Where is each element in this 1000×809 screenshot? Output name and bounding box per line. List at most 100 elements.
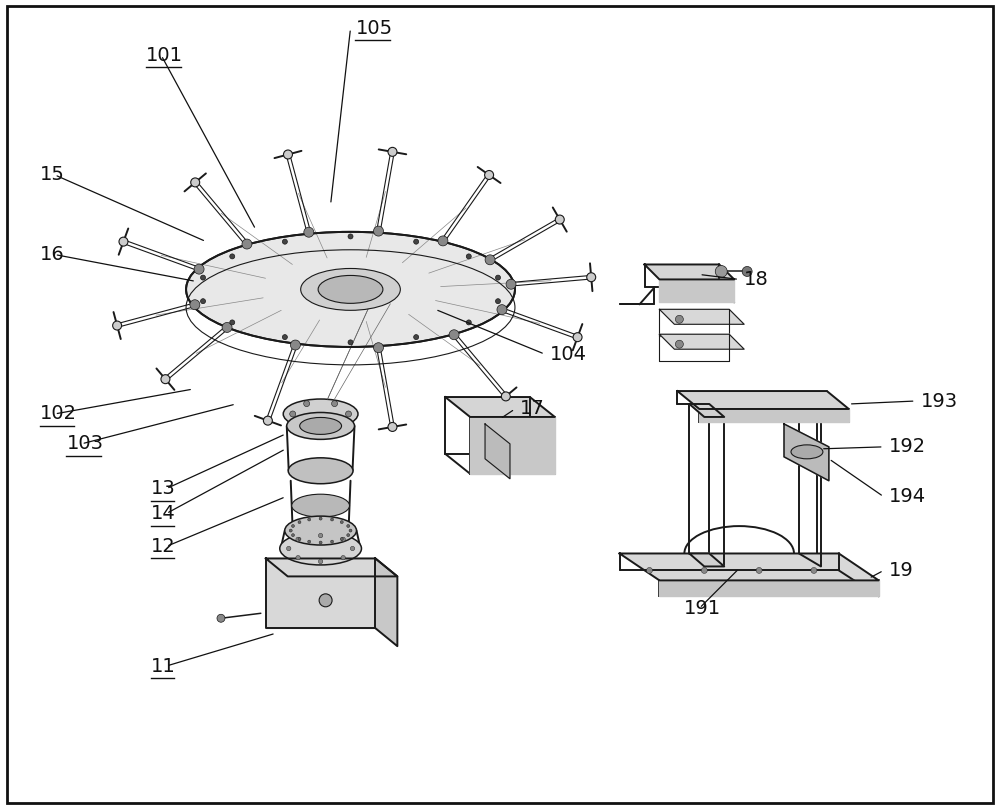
Text: 103: 103 (66, 434, 103, 453)
Circle shape (466, 254, 471, 259)
Ellipse shape (186, 232, 515, 347)
Circle shape (201, 275, 206, 280)
Ellipse shape (285, 516, 356, 545)
Circle shape (485, 171, 494, 180)
Circle shape (113, 321, 122, 330)
Circle shape (332, 421, 338, 427)
Circle shape (201, 299, 206, 303)
Circle shape (282, 239, 287, 244)
Circle shape (308, 518, 311, 521)
Text: 19: 19 (889, 561, 913, 580)
Circle shape (485, 255, 495, 265)
Circle shape (298, 537, 301, 540)
Polygon shape (645, 265, 734, 279)
Circle shape (222, 323, 232, 332)
Circle shape (388, 147, 397, 156)
Polygon shape (659, 334, 744, 349)
Circle shape (501, 392, 510, 401)
Circle shape (347, 524, 350, 527)
Circle shape (466, 320, 471, 325)
Circle shape (347, 534, 350, 536)
Circle shape (304, 227, 314, 237)
Ellipse shape (288, 458, 353, 484)
Circle shape (331, 540, 334, 543)
Circle shape (304, 421, 310, 427)
Text: 194: 194 (889, 487, 926, 506)
Circle shape (374, 343, 383, 353)
Circle shape (319, 517, 322, 520)
Circle shape (350, 546, 355, 551)
Polygon shape (699, 409, 849, 422)
Circle shape (230, 254, 235, 259)
Text: 101: 101 (146, 45, 183, 65)
Text: 16: 16 (40, 245, 64, 264)
Polygon shape (689, 404, 724, 417)
Polygon shape (677, 391, 849, 409)
Text: 105: 105 (355, 19, 393, 38)
Circle shape (161, 375, 170, 383)
Circle shape (587, 273, 596, 282)
Circle shape (296, 556, 300, 560)
Ellipse shape (300, 417, 342, 434)
Circle shape (319, 541, 322, 544)
Circle shape (319, 594, 332, 607)
Circle shape (438, 236, 448, 246)
Circle shape (346, 411, 352, 417)
Polygon shape (266, 558, 375, 629)
Circle shape (217, 614, 225, 622)
Circle shape (304, 400, 310, 407)
Circle shape (340, 537, 343, 540)
Circle shape (290, 411, 296, 417)
Circle shape (555, 215, 564, 224)
Text: 11: 11 (151, 657, 176, 676)
Circle shape (349, 529, 352, 532)
Circle shape (701, 567, 707, 574)
Circle shape (318, 533, 323, 538)
Circle shape (318, 559, 323, 564)
Circle shape (292, 524, 294, 527)
Circle shape (715, 265, 727, 277)
Circle shape (191, 178, 200, 187)
Circle shape (742, 266, 752, 277)
Circle shape (497, 305, 507, 315)
Polygon shape (784, 424, 829, 481)
Ellipse shape (292, 494, 350, 517)
Text: 13: 13 (151, 479, 176, 498)
Polygon shape (375, 558, 397, 646)
Circle shape (374, 227, 383, 236)
Ellipse shape (791, 445, 823, 459)
Text: 17: 17 (520, 400, 545, 418)
Circle shape (194, 265, 204, 274)
Text: 193: 193 (921, 392, 958, 410)
Circle shape (811, 567, 817, 574)
Circle shape (506, 279, 516, 290)
Circle shape (331, 518, 334, 521)
Ellipse shape (318, 275, 383, 303)
Polygon shape (689, 553, 724, 566)
Ellipse shape (280, 532, 361, 565)
Circle shape (388, 422, 397, 431)
Circle shape (292, 534, 294, 536)
Circle shape (290, 340, 300, 350)
Circle shape (348, 234, 353, 239)
Circle shape (282, 335, 287, 340)
Circle shape (496, 299, 500, 303)
Ellipse shape (283, 399, 358, 429)
Circle shape (348, 340, 353, 345)
Text: 102: 102 (40, 404, 77, 423)
Circle shape (414, 335, 419, 340)
Polygon shape (620, 553, 879, 580)
Circle shape (242, 239, 252, 249)
Text: 192: 192 (889, 438, 926, 456)
Text: 12: 12 (151, 537, 176, 556)
Polygon shape (659, 580, 879, 596)
Circle shape (296, 537, 300, 541)
Circle shape (414, 239, 419, 244)
Circle shape (289, 529, 292, 532)
Text: 104: 104 (550, 345, 587, 364)
Circle shape (341, 556, 345, 560)
Circle shape (263, 416, 272, 425)
Circle shape (230, 320, 235, 325)
Circle shape (119, 237, 128, 246)
Polygon shape (470, 417, 555, 474)
